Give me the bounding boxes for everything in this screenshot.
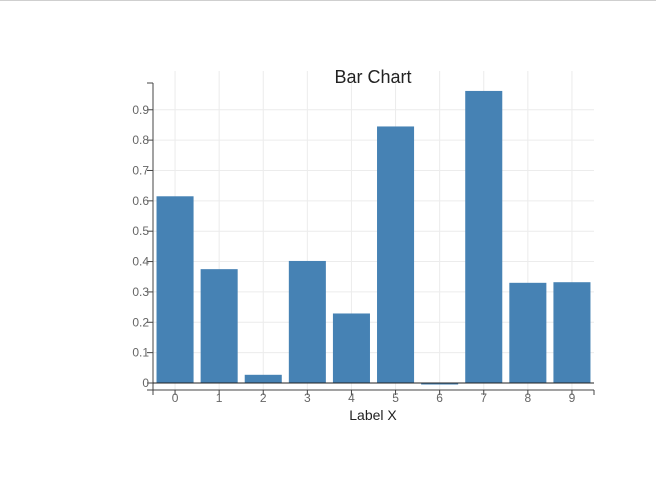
- bars: [156, 90, 591, 385]
- y-tick-label: 0.1: [132, 346, 149, 360]
- bar: [244, 374, 282, 383]
- bar: [465, 90, 503, 383]
- x-tick-label: 3: [304, 391, 311, 405]
- y-tick-label: 0.9: [132, 103, 149, 117]
- x-tick-label: 0: [172, 391, 179, 405]
- bar: [421, 383, 459, 385]
- y-tick-label: 0.4: [132, 255, 149, 269]
- y-tick-label: 0: [142, 376, 149, 390]
- x-tick-label: 5: [392, 391, 399, 405]
- x-tick-label: 9: [569, 391, 576, 405]
- y-tick-label: 0.6: [132, 194, 149, 208]
- x-tick-label: 6: [436, 391, 443, 405]
- chart-title: Bar Chart: [334, 67, 411, 87]
- y-tick-label: 0.3: [132, 285, 149, 299]
- x-tick-label: 7: [480, 391, 487, 405]
- x-tick-label: 8: [525, 391, 532, 405]
- bar: [156, 196, 194, 383]
- bar: [288, 260, 326, 383]
- x-tick-label: 4: [348, 391, 355, 405]
- bar: [200, 269, 238, 383]
- x-ticks: 0 1 2 3 4 5 6 7 8 9: [172, 390, 576, 405]
- y-tick-label: 0.5: [132, 224, 149, 238]
- y-tick-label: 0.7: [132, 163, 149, 177]
- bar: [553, 282, 591, 383]
- x-axis-title: Label X: [349, 407, 397, 423]
- x-tick-label: 2: [260, 391, 267, 405]
- bar: [509, 282, 547, 383]
- y-ticks: 0 0.1 0.2 0.3 0.4 0.5 0.6 0.7 0.8 0.9: [132, 103, 153, 390]
- bar: [377, 126, 415, 383]
- x-tick-label: 1: [216, 391, 223, 405]
- y-tick-label: 0.2: [132, 315, 149, 329]
- top-border: [0, 0, 656, 1]
- axes: [147, 82, 595, 395]
- bar: [332, 313, 370, 383]
- y-tick-label: 0.8: [132, 133, 149, 147]
